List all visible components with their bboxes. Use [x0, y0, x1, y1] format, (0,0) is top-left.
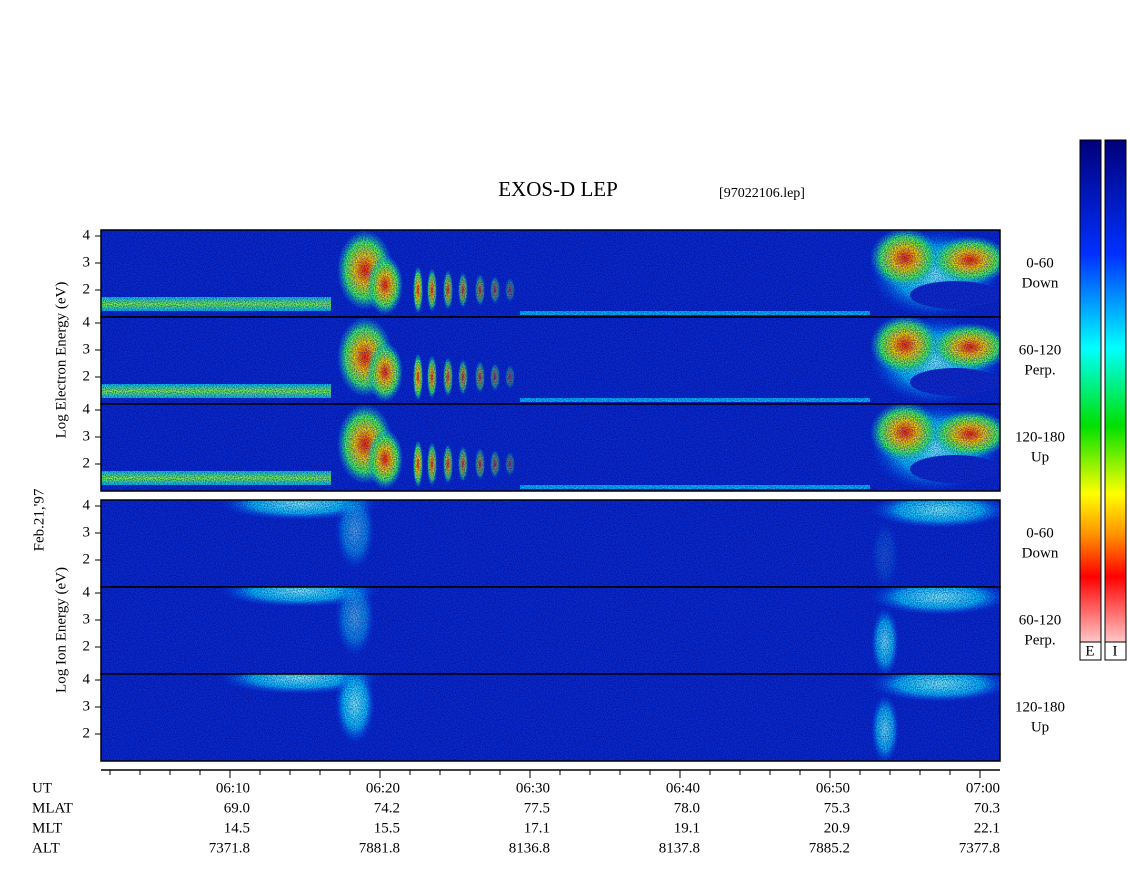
- row-value: 7885.2: [809, 840, 850, 856]
- row-value: 70.3: [974, 800, 1000, 816]
- y-tick-label: 4: [83, 227, 91, 243]
- colorbar-box: [1079, 641, 1102, 661]
- y-tick-label: 2: [83, 368, 91, 384]
- panel-label: 120-180: [1015, 429, 1065, 445]
- y-tick-label: 3: [83, 254, 91, 270]
- spectrogram: [101, 674, 1000, 761]
- row-value: 69.0: [224, 800, 250, 816]
- noise: [101, 230, 1000, 317]
- panel-label: Up: [1031, 449, 1049, 465]
- panel-label: Perp.: [1024, 362, 1055, 378]
- row-value: 06:30: [516, 780, 550, 796]
- row-value: 06:10: [216, 780, 250, 796]
- row-value: 7881.8: [359, 840, 400, 856]
- row-value: 14.5: [224, 820, 250, 836]
- row-value: 17.1: [524, 820, 550, 836]
- panel-label: 0-60: [1026, 255, 1054, 271]
- spectrogram: [101, 587, 1000, 674]
- row-name: UT: [32, 780, 52, 796]
- panel-label: 120-180: [1015, 699, 1065, 715]
- y-tick-label: 2: [83, 638, 91, 654]
- spectrogram: [101, 230, 1000, 317]
- row-value: 74.2: [374, 800, 400, 816]
- y-tick-label: 3: [83, 611, 91, 627]
- y-tick-label: 3: [83, 698, 91, 714]
- y-tick-label: 4: [83, 401, 91, 417]
- spectrogram-panel: [100, 586, 1001, 675]
- frame: [100, 673, 1001, 762]
- row-value: 8137.8: [659, 840, 700, 856]
- spectrogram: [101, 404, 1000, 491]
- y-tick-label: 3: [83, 428, 91, 444]
- panel-label: 0-60: [1026, 525, 1054, 541]
- colorbar-label: I: [1113, 643, 1118, 659]
- spectrogram-panel: [100, 499, 1001, 588]
- row-value: 78.0: [674, 800, 700, 816]
- date-label: Feb.21,'97: [31, 488, 47, 551]
- row-value: 06:20: [366, 780, 400, 796]
- y-tick-label: 4: [83, 314, 91, 330]
- electron-axis-label: Log Electron Energy (eV): [53, 282, 69, 439]
- colorbar-i: [1104, 139, 1127, 661]
- colorbar-e: [1079, 139, 1102, 661]
- spectrogram: [101, 317, 1000, 404]
- y-tick-label: 2: [83, 551, 91, 567]
- panel-label: 60-120: [1019, 612, 1062, 628]
- row-value: 06:50: [816, 780, 850, 796]
- noise: [101, 500, 1000, 587]
- panel-label: Down: [1022, 545, 1059, 561]
- spectrogram: [101, 500, 1000, 587]
- spectrogram-panel: [100, 403, 1001, 492]
- title: EXOS-D LEP: [498, 177, 618, 201]
- ion-axis-label: Log Ion Energy (eV): [53, 567, 69, 693]
- noise: [101, 674, 1000, 761]
- panel-label: Up: [1031, 719, 1049, 735]
- frame: [100, 403, 1001, 492]
- file-name: [97022106.lep]: [719, 186, 805, 201]
- noise: [101, 587, 1000, 674]
- noise: [101, 317, 1000, 404]
- row-value: 06:40: [666, 780, 700, 796]
- row-value: 20.9: [824, 820, 850, 836]
- y-tick-label: 3: [83, 341, 91, 357]
- y-tick-label: 2: [83, 455, 91, 471]
- y-tick-label: 2: [83, 281, 91, 297]
- y-tick-label: 2: [83, 725, 91, 741]
- row-name: MLAT: [32, 800, 73, 816]
- panel-label: 60-120: [1019, 342, 1062, 358]
- row-value: 19.1: [674, 820, 700, 836]
- spectrogram-panel: [100, 673, 1001, 762]
- row-value: 75.3: [824, 800, 850, 816]
- row-value: 15.5: [374, 820, 400, 836]
- spectrogram-panel: [100, 229, 1001, 318]
- y-tick-label: 4: [83, 497, 91, 513]
- row-value: 8136.8: [509, 840, 550, 856]
- panel-label: Perp.: [1024, 632, 1055, 648]
- row-value: 7371.8: [209, 840, 250, 856]
- row-name: ALT: [32, 840, 60, 856]
- panel-label: Down: [1022, 275, 1059, 291]
- noise: [101, 404, 1000, 491]
- y-tick-label: 3: [83, 524, 91, 540]
- row-value: 07:00: [966, 780, 1000, 796]
- row-value: 7377.8: [959, 840, 1000, 856]
- colorbar-label: E: [1085, 643, 1094, 659]
- row-value: 77.5: [524, 800, 550, 816]
- spectrogram-panel: [100, 316, 1001, 405]
- row-value: 22.1: [974, 820, 1000, 836]
- colorbar-box: [1104, 641, 1127, 661]
- y-tick-label: 4: [83, 671, 91, 687]
- row-name: MLT: [32, 820, 62, 836]
- y-tick-label: 4: [83, 584, 91, 600]
